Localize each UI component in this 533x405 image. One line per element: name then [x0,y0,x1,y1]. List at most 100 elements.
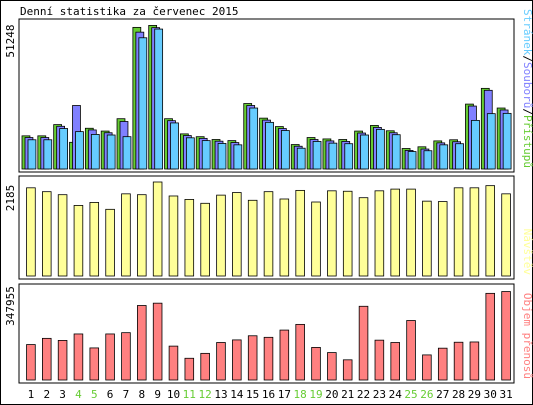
bar-stránek-day-16 [265,121,274,170]
bar-day-13 [216,342,226,381]
bar-day-12 [200,352,210,381]
bar-day-21 [342,359,353,381]
bar-day-19 [311,201,321,277]
bar-day-17 [279,198,290,277]
legend-entry: Návštěv [521,229,533,276]
x-tick-label: 28 [452,388,465,401]
bar-day-22 [358,305,369,381]
y-max-label: 347955 [4,286,17,326]
x-axis-labels: 1 2 3 4 5 6 7 8 9 10 11 12 13 14 15 16 17 18 19 20 21 22 23 24 2… [28,388,513,401]
bar-day-4 [73,205,84,277]
bar-day-20 [327,352,337,381]
bar-day-19 [311,347,321,381]
x-tick-label: 31 [499,388,512,401]
bar-day-11 [184,199,195,277]
bar-day-27 [437,201,448,277]
bar-stránek-day-2 [43,139,53,170]
x-tick-label: 16 [262,388,275,401]
bar-day-23 [374,190,385,277]
x-tick-label: 3 [59,388,66,401]
bar-stránek-day-15 [249,107,259,170]
bar-day-14 [232,339,242,381]
bar-day-22 [358,197,369,277]
x-tick-label: 4 [75,388,82,401]
x-tick-label: 14 [230,388,244,401]
bar-day-3 [57,340,68,381]
bar-stránek-day-18 [296,147,306,170]
legend-entry: Souborů [521,62,533,108]
bar-day-24 [390,188,400,277]
bar-day-1 [26,344,36,381]
bar-stránek-day-27 [439,144,449,170]
bar-stránek-day-25 [407,151,417,170]
x-tick-label: 22 [357,388,370,401]
x-tick-label: 10 [167,388,180,401]
bar-day-8 [137,194,147,277]
x-tick-label: 26 [420,388,433,401]
bar-day-18 [295,189,305,277]
bar-stránek-day-30 [486,113,496,170]
x-tick-label: 27 [436,388,449,401]
bar-day-7 [121,193,131,277]
bar-day-30 [485,292,495,381]
x-tick-label: 12 [199,388,212,401]
bar-stránek-day-29 [471,119,480,170]
bar-day-28 [453,187,464,277]
bar-stránek-day-13 [217,143,227,170]
bar-day-29 [469,187,480,277]
bar-day-5 [89,347,100,381]
x-tick-label: 9 [154,388,161,401]
bar-stránek-day-23 [376,128,385,170]
bar-stránek-day-4 [75,131,84,170]
legend-3: Objem přenosů [521,293,533,379]
bar-day-31 [501,291,511,381]
bar-day-12 [200,202,210,277]
bar-day-26 [422,354,432,381]
bar-day-6 [105,333,115,381]
bar-stránek-day-1 [27,139,37,170]
bar-stránek-day-19 [312,141,322,170]
x-tick-label: 13 [214,388,227,401]
legend-entry: / [521,55,533,62]
x-tick-label: 18 [294,388,307,401]
bar-day-17 [279,329,290,381]
bar-day-25 [406,188,416,277]
bar-day-15 [247,335,258,381]
bar-day-18 [295,323,305,381]
bar-day-14 [232,192,242,277]
bar-day-6 [105,208,115,277]
bar-stránek-day-10 [170,122,179,170]
bar-stránek-day-5 [90,134,100,170]
bar-day-23 [374,339,385,381]
x-tick-label: 30 [484,388,497,401]
bar-stránek-day-9 [154,28,164,170]
bar-day-9 [152,302,163,381]
bar-day-15 [247,199,258,277]
x-tick-label: 21 [341,388,354,401]
bar-day-2 [42,337,52,381]
bar-stránek-day-24 [391,134,401,170]
x-tick-label: 19 [309,388,322,401]
bar-stránek-day-7 [122,136,132,170]
bar-day-29 [469,341,480,381]
legend-2: Návštěv [521,229,533,276]
x-tick-label: 29 [468,388,481,401]
bar-stránek-day-22 [360,134,369,170]
x-tick-label: 2 [43,388,50,401]
bar-day-20 [327,190,337,277]
x-tick-label: 5 [91,388,98,401]
bar-day-9 [152,181,163,277]
x-tick-label: 1 [28,388,35,401]
bar-stránek-day-28 [455,143,464,170]
bar-day-5 [89,202,100,277]
bar-day-10 [168,345,179,381]
x-tick-label: 23 [373,388,386,401]
x-tick-label: 8 [138,388,145,401]
bar-day-27 [437,347,448,381]
legend-entry: Objem přenosů [521,293,533,379]
bar-day-16 [263,191,274,277]
bar-day-4 [73,333,84,381]
legend-1: Stránek/Souborů/Přístupů [521,9,533,168]
chart-title: Denní statistika za červenec 2015 [20,5,239,18]
